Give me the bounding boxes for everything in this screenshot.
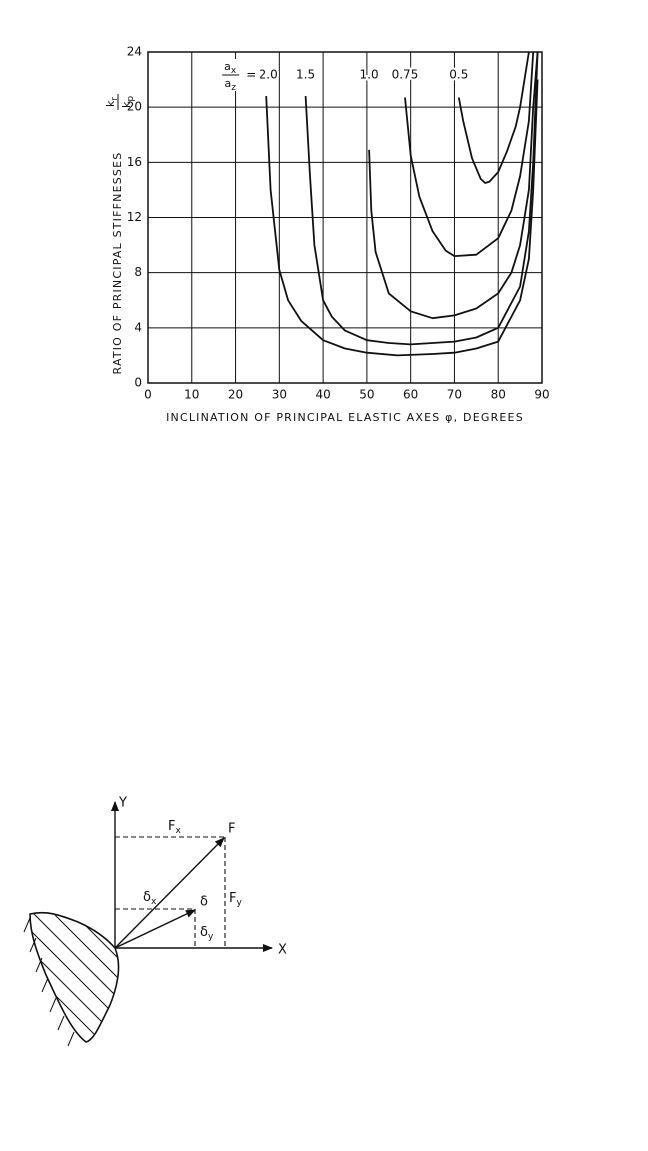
- body-outline: [29, 911, 120, 1043]
- y-axis-label: RATIO OF PRINCIPAL STIFFNESSES: [111, 152, 124, 375]
- y-tick-label: 12: [127, 210, 142, 224]
- curve: [404, 51, 535, 257]
- diagram-labels: Y X F δ Fx Fy δx δy: [118, 796, 287, 958]
- label-text: δ: [200, 925, 208, 940]
- fraction-part: kr: [104, 97, 120, 107]
- x-tick-label: 90: [534, 388, 549, 402]
- fraction-part: ax: [224, 60, 237, 76]
- fraction-text: a: [224, 77, 231, 90]
- x-axis-label: INCLINATION OF PRINCIPAL ELASTIC AXES φ,…: [166, 411, 524, 424]
- label-text: δ: [143, 890, 151, 905]
- curve: [304, 51, 539, 346]
- label-sub: x: [175, 826, 181, 836]
- label-text: F: [168, 819, 175, 834]
- label-sub: y: [236, 898, 242, 908]
- fraction-part: az: [224, 77, 236, 93]
- deflection-arrow: [114, 909, 196, 949]
- y-tick-label: 4: [134, 320, 142, 334]
- y-tick-label: 0: [134, 376, 142, 390]
- force-arrow: [114, 837, 225, 949]
- x-tick-label: 60: [403, 388, 418, 402]
- axis-label: Y: [118, 796, 127, 811]
- fraction-text: a: [224, 60, 231, 73]
- fraction-sub: p: [126, 96, 136, 102]
- dashed-components: [115, 836, 226, 948]
- label-text: F: [229, 891, 236, 906]
- x-tick-label: 0: [144, 388, 152, 402]
- x-tick-label: 70: [447, 388, 462, 402]
- force-label: F: [228, 822, 235, 837]
- x-tick-label: 80: [491, 388, 506, 402]
- label-sub: x: [151, 897, 157, 907]
- series-label: 2.0: [259, 68, 278, 82]
- deflection-label: δ: [200, 895, 208, 910]
- y-tick-label: 20: [127, 100, 142, 114]
- chart: 0 10 20 30 40 50 60 70 80 90 0 4 8 12 16 20 24 INCLINATIO…: [104, 45, 550, 425]
- curve: [265, 79, 539, 357]
- y-tick-label: 16: [127, 155, 142, 169]
- fraction-sub: r: [110, 97, 120, 101]
- x-tick-label: 50: [359, 388, 374, 402]
- axis-label: X: [278, 943, 287, 958]
- curve: [457, 51, 530, 184]
- fraction-text: k: [120, 101, 133, 108]
- component-label: δy: [200, 925, 214, 942]
- series-label: 1.0: [360, 68, 379, 82]
- plot-frame: [147, 51, 543, 384]
- series-label: 1.5: [296, 68, 315, 82]
- label-sub: y: [208, 932, 214, 942]
- component-label: Fx: [168, 819, 181, 836]
- x-tick-label: 10: [184, 388, 199, 402]
- x-tick-label: 30: [272, 388, 287, 402]
- fraction-sub: z: [231, 83, 236, 93]
- equals-sign: =: [246, 68, 256, 82]
- component-label: Fy: [229, 891, 242, 908]
- y-tick-label: 8: [134, 265, 142, 279]
- fraction-part: kp: [120, 96, 136, 108]
- x-tick-label: 40: [315, 388, 330, 402]
- curve: [368, 51, 539, 320]
- y-tick-label: 24: [127, 45, 142, 59]
- fraction-sub: x: [231, 66, 237, 76]
- series-label: 0.5: [449, 68, 468, 82]
- fraction-text: k: [104, 100, 117, 107]
- x-tick-label: 20: [228, 388, 243, 402]
- ground-ticks: [23, 917, 75, 1047]
- component-label: δx: [143, 890, 157, 907]
- series-label: 0.75: [392, 68, 419, 82]
